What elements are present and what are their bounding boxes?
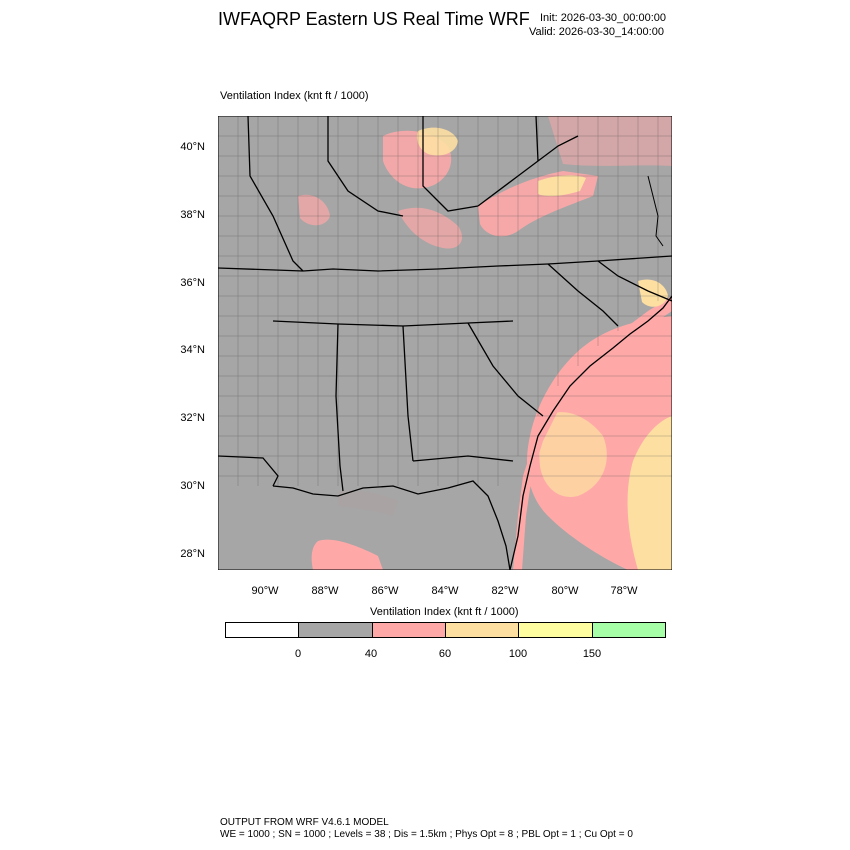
gulf-coastline (272, 480, 511, 571)
atlantic-coastline (509, 295, 673, 571)
lon-label-88w: 88°W (311, 585, 339, 597)
lat-label-30n: 30°N (180, 480, 205, 492)
county-grid (218, 116, 672, 486)
colorbar-segment (372, 623, 446, 637)
lon-label-84w: 84°W (431, 585, 459, 597)
lat-label-36n: 36°N (180, 277, 205, 289)
colorbar-tick-label: 0 (294, 648, 302, 660)
page-title: IWFAQRP Eastern US Real Time WRF (218, 9, 530, 29)
colorbar (225, 622, 666, 638)
colorbar-title: Ventilation Index (knt ft / 1000) (370, 606, 519, 618)
gulf-shade (338, 490, 398, 516)
colorbar-tick-label: 150 (582, 648, 602, 660)
lat-label-38n: 38°N (180, 209, 205, 221)
init-time: Init: 2026-03-30_00:00:00 (540, 12, 666, 24)
colorbar-tick-label: 60 (438, 648, 452, 660)
ohio-peach-patch (416, 127, 458, 156)
colorbar-segment (226, 623, 300, 637)
wv-peach-patch (538, 175, 586, 197)
chesapeake-coastline (647, 175, 664, 247)
atlantic-peach-region (627, 416, 672, 570)
lat-label-34n: 34°N (180, 344, 205, 356)
pa-pink-patch (548, 116, 672, 166)
lon-label-90w: 90°W (251, 585, 279, 597)
colorbar-segment (445, 623, 520, 637)
map-svg (217, 115, 673, 571)
field-label: Ventilation Index (knt ft / 1000) (220, 90, 369, 102)
lat-label-40n: 40°N (180, 141, 205, 153)
map-panel (217, 115, 673, 571)
colorbar-segment (519, 623, 593, 637)
footer-model-info: OUTPUT FROM WRF V4.6.1 MODEL (220, 817, 389, 828)
lon-label-78w: 78°W (610, 585, 638, 597)
ky-pink-patch (398, 207, 463, 249)
lat-label-32n: 32°N (180, 412, 205, 424)
footer-run-config: WE = 1000 ; SN = 1000 ; Levels = 38 ; Di… (220, 829, 633, 840)
colorbar-tick-label: 100 (508, 648, 528, 660)
valid-time: Valid: 2026-03-30_14:00:00 (529, 26, 664, 38)
colorbar-tick-label: 40 (364, 648, 378, 660)
il-pink-patch (298, 194, 330, 226)
lon-label-82w: 82°W (491, 585, 519, 597)
gulf-pink-patch (311, 539, 383, 570)
colorbar-segment (592, 623, 665, 637)
colorbar-segment (299, 623, 373, 637)
coastal-pink-strip (513, 296, 672, 570)
lat-label-28n: 28°N (180, 548, 205, 560)
state-boundaries (217, 115, 673, 492)
atlantic-peach-patch (539, 412, 607, 497)
lon-label-80w: 80°W (551, 585, 579, 597)
lon-label-86w: 86°W (371, 585, 399, 597)
